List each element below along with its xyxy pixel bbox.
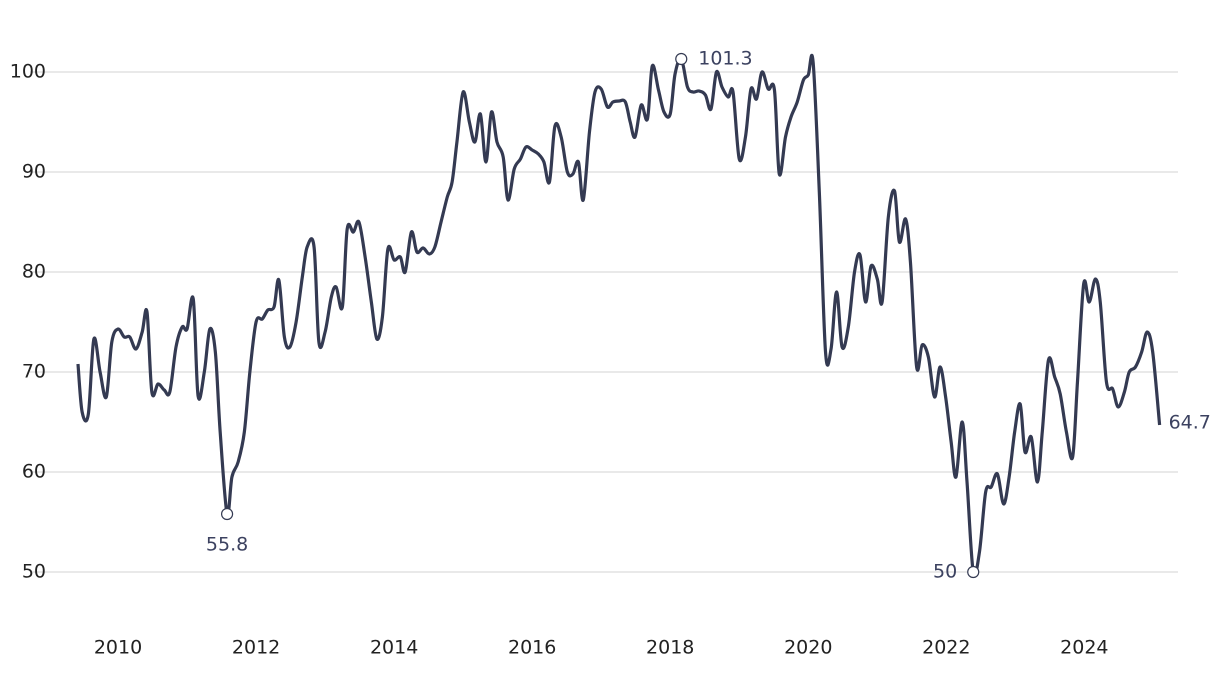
x-tick-label: 2010	[94, 637, 142, 659]
point-marker	[220, 507, 234, 521]
value-label: 55.8	[206, 534, 248, 556]
y-tick-label: 70	[22, 361, 46, 383]
y-tick-label: 60	[22, 461, 46, 483]
x-tick-label: 2022	[922, 637, 970, 659]
y-tick-label: 50	[22, 561, 46, 583]
x-tick-label: 2020	[784, 637, 832, 659]
value-label: 64.7	[1169, 412, 1211, 434]
x-tick-label: 2016	[508, 637, 556, 659]
point-marker	[967, 565, 980, 579]
y-tick-label: 80	[22, 261, 46, 283]
x-tick-label: 2018	[646, 637, 694, 659]
y-tick-label: 90	[22, 161, 46, 183]
x-tick-label: 2024	[1060, 637, 1108, 659]
value-label: 101.3	[698, 48, 752, 70]
value-label: 50	[933, 561, 957, 583]
x-tick-label: 2012	[232, 637, 280, 659]
x-tick-label: 2014	[370, 637, 418, 659]
line	[76, 53, 1162, 578]
y-tick-label: 100	[10, 61, 46, 83]
point-marker	[675, 52, 688, 66]
